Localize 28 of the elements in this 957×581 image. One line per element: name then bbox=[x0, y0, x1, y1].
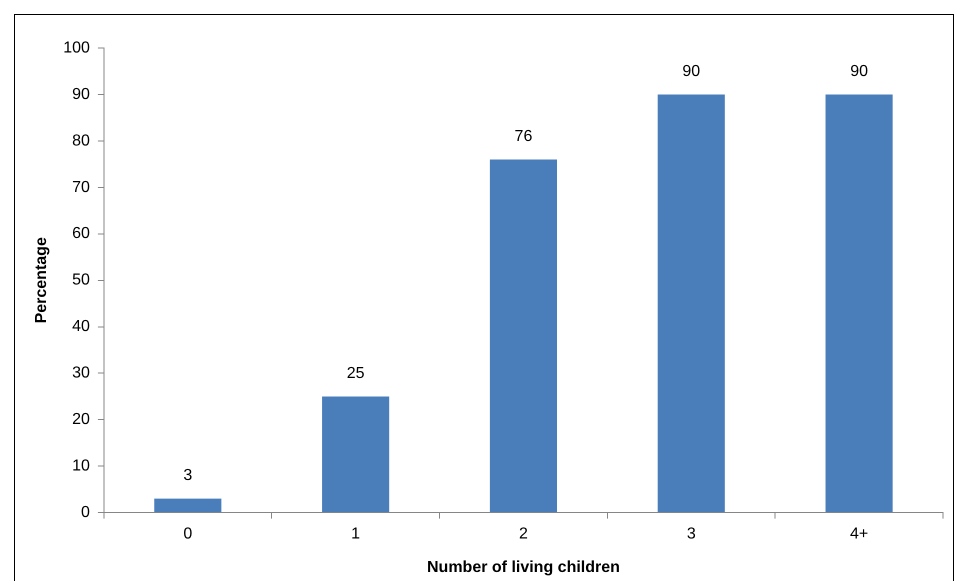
y-tick-label: 20 bbox=[72, 411, 90, 428]
x-tick-label: 3 bbox=[686, 526, 696, 543]
y-tick-label: 80 bbox=[72, 132, 90, 150]
bar bbox=[154, 498, 222, 512]
bar bbox=[322, 396, 390, 512]
x-tick-label: 0 bbox=[183, 526, 192, 543]
y-tick-label: 40 bbox=[72, 318, 90, 336]
x-tick-label: 4+ bbox=[850, 526, 868, 543]
data-label: 90 bbox=[682, 62, 700, 80]
bar bbox=[826, 94, 893, 512]
bar bbox=[490, 160, 558, 512]
y-tick-label: 10 bbox=[72, 458, 90, 475]
y-tick-label: 30 bbox=[72, 364, 90, 382]
bar bbox=[658, 94, 725, 512]
y-tick-label: 60 bbox=[72, 225, 90, 242]
x-tick-label: 1 bbox=[351, 526, 360, 543]
data-label: 76 bbox=[514, 128, 532, 145]
y-tick-label: 100 bbox=[63, 39, 90, 56]
x-tick-label: 2 bbox=[518, 526, 528, 543]
data-label: 25 bbox=[346, 364, 365, 382]
y-tick-label: 50 bbox=[72, 272, 90, 289]
y-tick-label: 90 bbox=[72, 86, 90, 103]
y-tick-label: 70 bbox=[72, 178, 90, 196]
y-tick-label: 0 bbox=[80, 504, 90, 522]
data-label: 3 bbox=[183, 467, 192, 484]
y-axis-title: Percentage bbox=[33, 237, 50, 324]
x-axis-title: Number of living children bbox=[426, 558, 620, 576]
data-label: 90 bbox=[850, 62, 868, 80]
